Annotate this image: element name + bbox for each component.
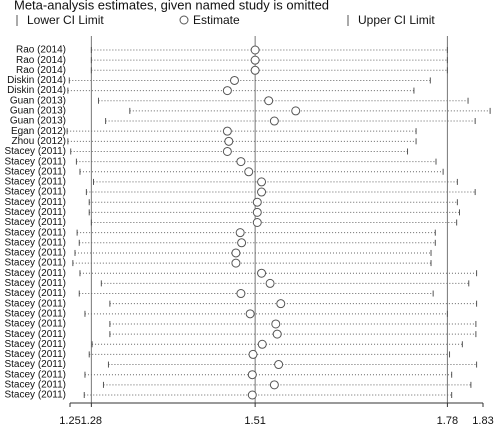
row-label: Rao (2014)	[16, 55, 66, 66]
row-label: Stacey (2011)	[4, 329, 66, 340]
estimate	[229, 75, 239, 85]
estimate	[291, 106, 301, 116]
legend-label: Lower CI Limit	[27, 13, 104, 27]
row-label: Stacey (2011)	[4, 278, 66, 289]
row-label: Stacey (2011)	[4, 237, 66, 248]
row-label: Stacey (2011)	[4, 339, 66, 350]
row-label: Stacey (2011)	[4, 258, 66, 269]
row-label: Stacey (2011)	[4, 298, 66, 309]
row-label: Stacey (2011)	[4, 227, 66, 238]
row-label: Rao (2014)	[16, 65, 66, 76]
estimate	[252, 197, 262, 207]
row-label: Zhou (2012)	[12, 136, 66, 147]
estimate	[274, 360, 284, 370]
estimate	[224, 136, 234, 146]
estimate	[264, 96, 274, 106]
estimate	[248, 349, 258, 359]
row-label: Guan (2013)	[10, 95, 66, 106]
row-label: Stacey (2011)	[4, 217, 66, 228]
estimate	[272, 329, 282, 339]
estimate	[247, 370, 257, 380]
estimate	[276, 299, 286, 309]
row-label: Stacey (2011)	[4, 146, 66, 157]
estimate	[236, 289, 246, 299]
row-label: Stacey (2011)	[4, 308, 66, 319]
row-label: Rao (2014)	[16, 45, 66, 56]
row-label: Stacey (2011)	[4, 166, 66, 177]
row-label: Guan (2013)	[10, 106, 66, 117]
row-label: Stacey (2011)	[4, 197, 66, 208]
estimate	[252, 207, 262, 217]
row-label: Egan (2012)	[11, 126, 66, 137]
estimate	[222, 86, 232, 96]
row-label: Stacey (2011)	[4, 359, 66, 370]
estimate	[271, 319, 281, 329]
estimate	[257, 268, 267, 278]
estimate	[235, 228, 245, 238]
x-tick-label: 1.78	[437, 415, 458, 425]
estimate	[244, 167, 254, 177]
row-label: Stacey (2011)	[4, 268, 66, 279]
row-label: Stacey (2011)	[4, 319, 66, 330]
row-label: Stacey (2011)	[4, 369, 66, 380]
estimate	[245, 309, 255, 319]
estimate	[222, 146, 232, 156]
x-tick-label: 1.25	[59, 415, 80, 425]
row-label: Stacey (2011)	[4, 187, 66, 198]
estimate	[236, 157, 246, 167]
estimate	[247, 390, 257, 400]
row-label: Stacey (2011)	[4, 248, 66, 259]
estimate	[250, 65, 260, 75]
estimate	[269, 116, 279, 126]
legend-label: Estimate	[193, 13, 240, 27]
row-label: Stacey (2011)	[4, 288, 66, 299]
row-label: Stacey (2011)	[4, 379, 66, 390]
estimate	[222, 126, 232, 136]
estimate	[237, 238, 247, 248]
row-label: Diskin (2014)	[7, 85, 66, 96]
row-label: Stacey (2011)	[4, 390, 66, 401]
estimate	[250, 45, 260, 55]
estimate	[252, 218, 262, 227]
legend-symbol	[179, 15, 189, 25]
row-label: Diskin (2014)	[7, 75, 66, 86]
x-tick-label: 1.51	[244, 415, 265, 425]
estimate	[257, 339, 267, 349]
row-label: Guan (2013)	[10, 116, 66, 127]
legend-label: Upper CI Limit	[358, 13, 435, 27]
row-label: Stacey (2011)	[4, 177, 66, 188]
estimate	[257, 187, 267, 197]
x-tick-label: 1.83	[472, 415, 493, 425]
estimate	[231, 258, 241, 268]
estimate	[231, 248, 241, 258]
estimate	[269, 380, 279, 390]
estimate	[265, 278, 275, 288]
row-label: Stacey (2011)	[4, 349, 66, 360]
x-tick-label: 1.28	[81, 415, 102, 425]
row-label: Stacey (2011)	[4, 156, 66, 167]
row-label: Stacey (2011)	[4, 207, 66, 218]
estimate	[250, 55, 260, 65]
estimate	[257, 177, 267, 187]
chart-title: Meta-analysis estimates, given named stu…	[14, 0, 329, 12]
